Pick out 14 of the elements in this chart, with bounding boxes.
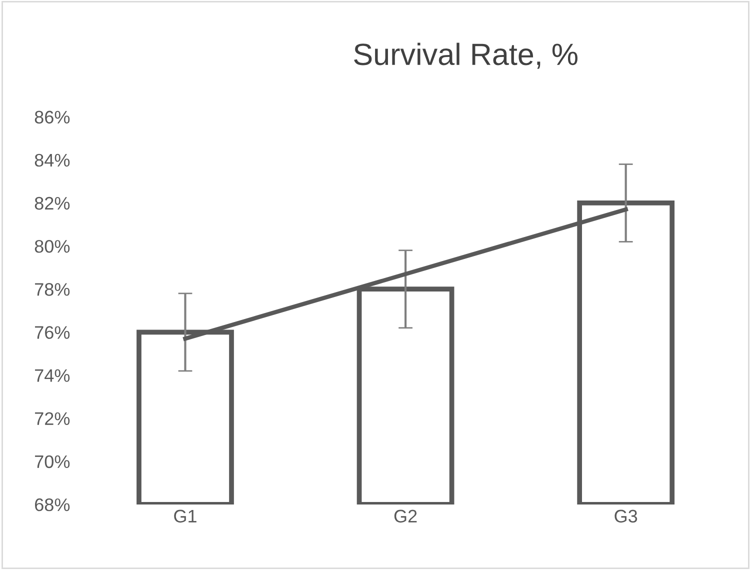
y-tick-label: 78% — [35, 283, 70, 296]
y-tick-label: 84% — [34, 154, 70, 167]
y-tick-label: 80% — [34, 240, 70, 253]
x-tick-label: G1 — [174, 510, 196, 523]
x-tick-label: G3 — [614, 510, 638, 523]
y-tick-label: 72% — [35, 412, 70, 425]
x-tick-label: G2 — [394, 510, 417, 523]
y-tick-label: 68% — [35, 498, 70, 512]
y-tick-label: 70% — [35, 455, 70, 468]
y-tick-label: 74% — [35, 369, 70, 382]
y-tick-label: 76% — [35, 326, 70, 339]
y-tick-label: 82% — [34, 196, 70, 210]
y-tick-label: 86% — [34, 110, 70, 124]
chart-title: Survival Rate, % — [354, 42, 578, 69]
